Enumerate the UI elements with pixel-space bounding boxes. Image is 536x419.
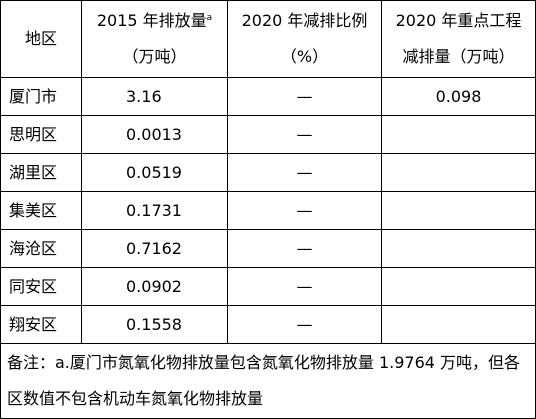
cell: 厦门市 — [0, 77, 82, 116]
cell: 翔安区 — [0, 305, 82, 344]
data-row: 翔安区 0.1558— — [0, 305, 536, 344]
cell — [381, 191, 536, 230]
note-row: 备注：a.厦门市氮氧化物排放量包含氮氧化物排放量 1.9764 万吨，但各区数值… — [0, 343, 536, 419]
header-text: （万吨） — [122, 47, 187, 66]
header-cell: 2015 年排放量a （万吨） — [81, 0, 228, 78]
header-text: 减排量（万吨） — [402, 47, 515, 66]
header-text: 2020 年重点工程 — [395, 11, 522, 30]
footnote-mark: a — [206, 13, 213, 23]
cell: 0.0013 — [81, 115, 228, 154]
cell: 0.7162 — [81, 229, 228, 268]
cell: — — [227, 229, 382, 268]
header-cell: 地区 — [0, 0, 82, 78]
header-text: 2020 年减排比例 — [241, 11, 368, 30]
cell: 海沧区 — [0, 229, 82, 268]
header-line: 地区 — [3, 21, 79, 57]
cell: 湖里区 — [0, 153, 82, 192]
cell: 0.098 — [381, 77, 536, 116]
cell: — — [227, 115, 382, 154]
header-line: 2015 年排放量a — [84, 3, 225, 39]
cell: — — [227, 153, 382, 192]
note: 备注：a.厦门市氮氧化物排放量包含氮氧化物排放量 1.9764 万吨，但各区数值… — [0, 343, 536, 419]
cell: 集美区 — [0, 191, 82, 230]
data-row: 湖里区 0.0519— — [0, 153, 536, 192]
cell — [381, 229, 536, 268]
data-row: 厦门市 3.16—0.098 — [0, 77, 536, 116]
cell: — — [227, 267, 382, 306]
cell: — — [227, 77, 382, 116]
cell — [381, 305, 536, 344]
cell: — — [227, 305, 382, 344]
cell: 0.0519 — [81, 153, 228, 192]
data-row: 同安区 0.0902— — [0, 267, 536, 306]
cell: 0.1558 — [81, 305, 228, 344]
header-line: 2020 年减排比例 — [230, 3, 379, 39]
header-cell: 2020 年减排比例 （%） — [227, 0, 382, 78]
header-text: 2015 年排放量 — [96, 11, 207, 30]
data-row: 集美区 0.1731— — [0, 191, 536, 230]
cell: 0.0902 — [81, 267, 228, 306]
header-row: 地区 2015 年排放量a （万吨） 2020 年减排比例 （%） 2020 年重点工程减… — [0, 0, 536, 78]
cell: 同安区 — [0, 267, 82, 306]
header-line: （万吨） — [84, 39, 225, 75]
cell: 0.1731 — [81, 191, 228, 230]
cell: 3.16 — [81, 77, 228, 116]
cell: — — [227, 191, 382, 230]
data-row: 思明区 0.0013— — [0, 115, 536, 154]
cell — [381, 153, 536, 192]
header-text: 地区 — [24, 29, 57, 48]
header-line: 减排量（万吨） — [384, 39, 533, 75]
cell: 思明区 — [0, 115, 82, 154]
header-line: （%） — [230, 39, 379, 75]
header-text: （%） — [280, 47, 329, 66]
header-cell: 2020 年重点工程 减排量（万吨） — [381, 0, 536, 78]
cell — [381, 267, 536, 306]
header-line: 2020 年重点工程 — [384, 3, 533, 39]
data-row: 海沧区 0.7162— — [0, 229, 536, 268]
cell — [381, 115, 536, 154]
